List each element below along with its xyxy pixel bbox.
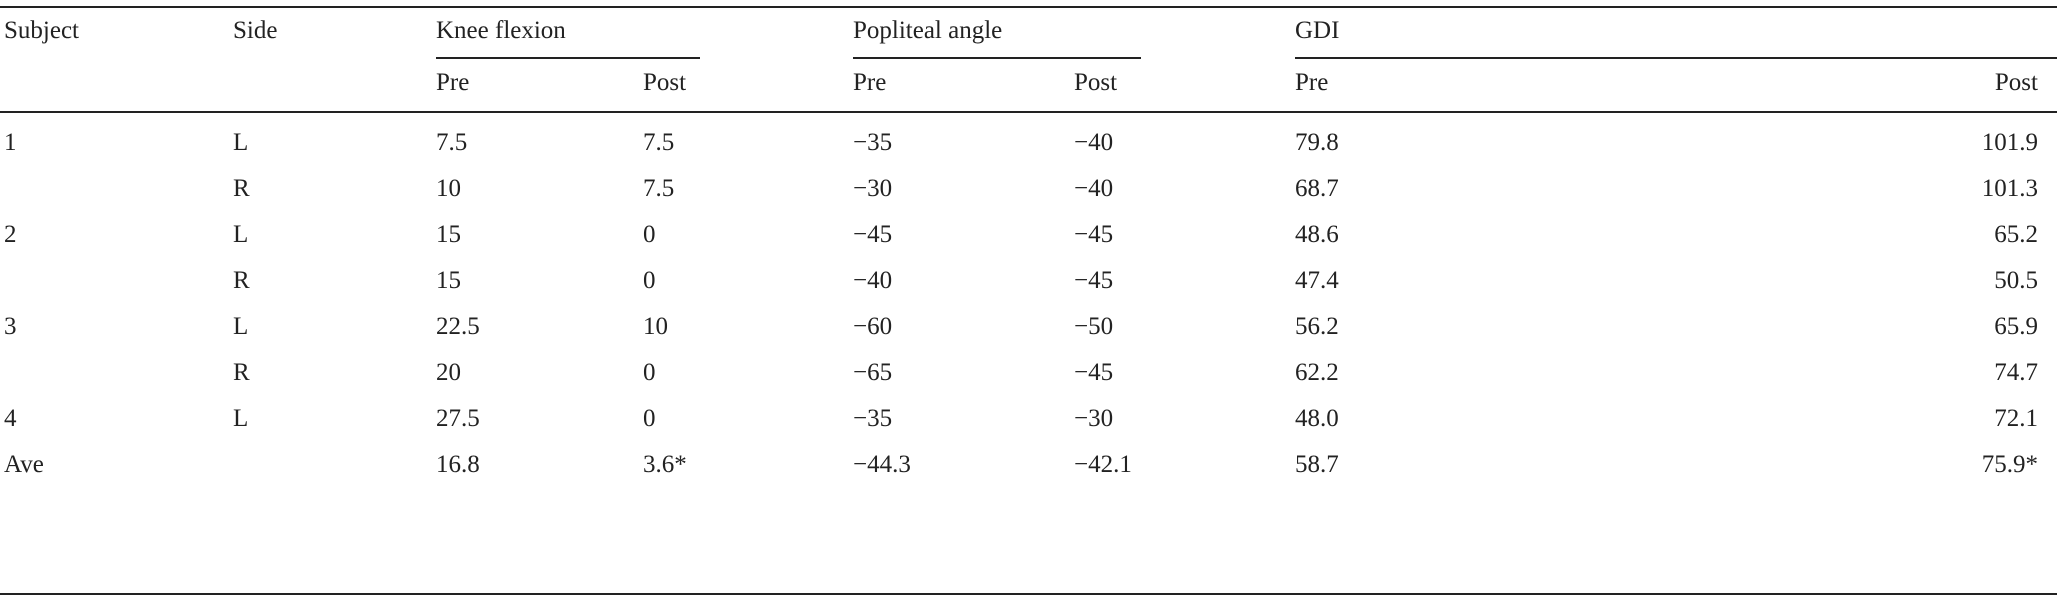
cell-knee-flexion-post: 7.5 [643,129,675,156]
cell-gdi-pre: 68.7 [1295,175,1339,202]
cell-gdi-pre: 48.6 [1295,221,1339,248]
cell-knee-flexion-pre: 20 [436,359,461,386]
cell-gdi-post: 65.9 [1994,313,2038,340]
cell-popliteal-pre: −44.3 [853,451,911,478]
cell-popliteal-post: −40 [1074,129,1114,156]
cell-knee-flexion-post: 0 [643,267,656,294]
cell-knee-flexion-pre: 15 [436,221,461,248]
cell-popliteal-pre: −35 [853,405,893,432]
cell-popliteal-pre: −30 [853,175,893,202]
header-side: Side [233,17,278,44]
cell-popliteal-pre: −40 [853,267,893,294]
cell-gdi-pre: 79.8 [1295,129,1339,156]
header-gdi-pre: Pre [1295,69,1329,96]
cell-knee-flexion-pre: 7.5 [436,129,468,156]
header-bottom-rule [0,111,2057,113]
cell-subject: 4 [4,405,17,432]
cell-subject: 2 [4,221,17,248]
cell-gdi-pre: 62.2 [1295,359,1339,386]
header-knee-flexion-pre: Pre [436,69,470,96]
header-popliteal-pre: Pre [853,69,887,96]
cell-knee-flexion-post: 3.6* [643,451,687,478]
header-gdi: GDI [1295,17,1340,44]
table-top-rule [0,6,2057,8]
cell-gdi-post: 101.9 [1981,129,2038,156]
cell-side: R [233,175,250,202]
header-gdi-post: Post [1994,69,2038,96]
cell-popliteal-pre: −35 [853,129,893,156]
cell-popliteal-pre: −60 [853,313,893,340]
cell-side: L [233,405,249,432]
cell-side: L [233,221,249,248]
cell-popliteal-post: −45 [1074,221,1114,248]
cell-gdi-pre: 47.4 [1295,267,1339,294]
header-popliteal-post: Post [1074,69,1118,96]
cell-side: R [233,359,250,386]
cell-knee-flexion-pre: 22.5 [436,313,480,340]
cell-gdi-post: 72.1 [1994,405,2038,432]
cell-gdi-post: 101.3 [1981,175,2038,202]
popliteal-angle-group-rule [853,57,1141,59]
cell-subject: 1 [4,129,17,156]
header-popliteal-angle: Popliteal angle [853,17,1003,44]
table-bottom-rule [0,593,2057,595]
cell-side: L [233,313,249,340]
cell-popliteal-post: −45 [1074,359,1114,386]
cell-popliteal-post: −40 [1074,175,1114,202]
cell-gdi-post: 75.9* [1981,451,2038,478]
cell-popliteal-post: −45 [1074,267,1114,294]
header-knee-flexion: Knee flexion [436,17,566,44]
cell-knee-flexion-post: 0 [643,221,656,248]
cell-gdi-pre: 58.7 [1295,451,1339,478]
cell-knee-flexion-pre: 10 [436,175,461,202]
knee-flexion-group-rule [436,57,700,59]
cell-popliteal-pre: −45 [853,221,893,248]
cell-gdi-pre: 48.0 [1295,405,1339,432]
cell-knee-flexion-pre: 16.8 [436,451,480,478]
cell-knee-flexion-pre: 27.5 [436,405,480,432]
cell-gdi-pre: 56.2 [1295,313,1339,340]
cell-gdi-post: 50.5 [1994,267,2038,294]
cell-popliteal-post: −42.1 [1074,451,1132,478]
header-knee-flexion-post: Post [643,69,687,96]
cell-knee-flexion-post: 0 [643,359,656,386]
cell-gdi-post: 65.2 [1994,221,2038,248]
cell-knee-flexion-pre: 15 [436,267,461,294]
cell-side: R [233,267,250,294]
gdi-group-rule [1295,57,2057,59]
cell-subject: 3 [4,313,17,340]
cell-popliteal-post: −50 [1074,313,1114,340]
cell-subject: Ave [4,451,44,478]
cell-popliteal-pre: −65 [853,359,893,386]
cell-gdi-post: 74.7 [1994,359,2038,386]
header-subject: Subject [4,17,79,44]
cell-knee-flexion-post: 0 [643,405,656,432]
cell-knee-flexion-post: 7.5 [643,175,675,202]
cell-popliteal-post: −30 [1074,405,1114,432]
cell-knee-flexion-post: 10 [643,313,668,340]
cell-side: L [233,129,249,156]
